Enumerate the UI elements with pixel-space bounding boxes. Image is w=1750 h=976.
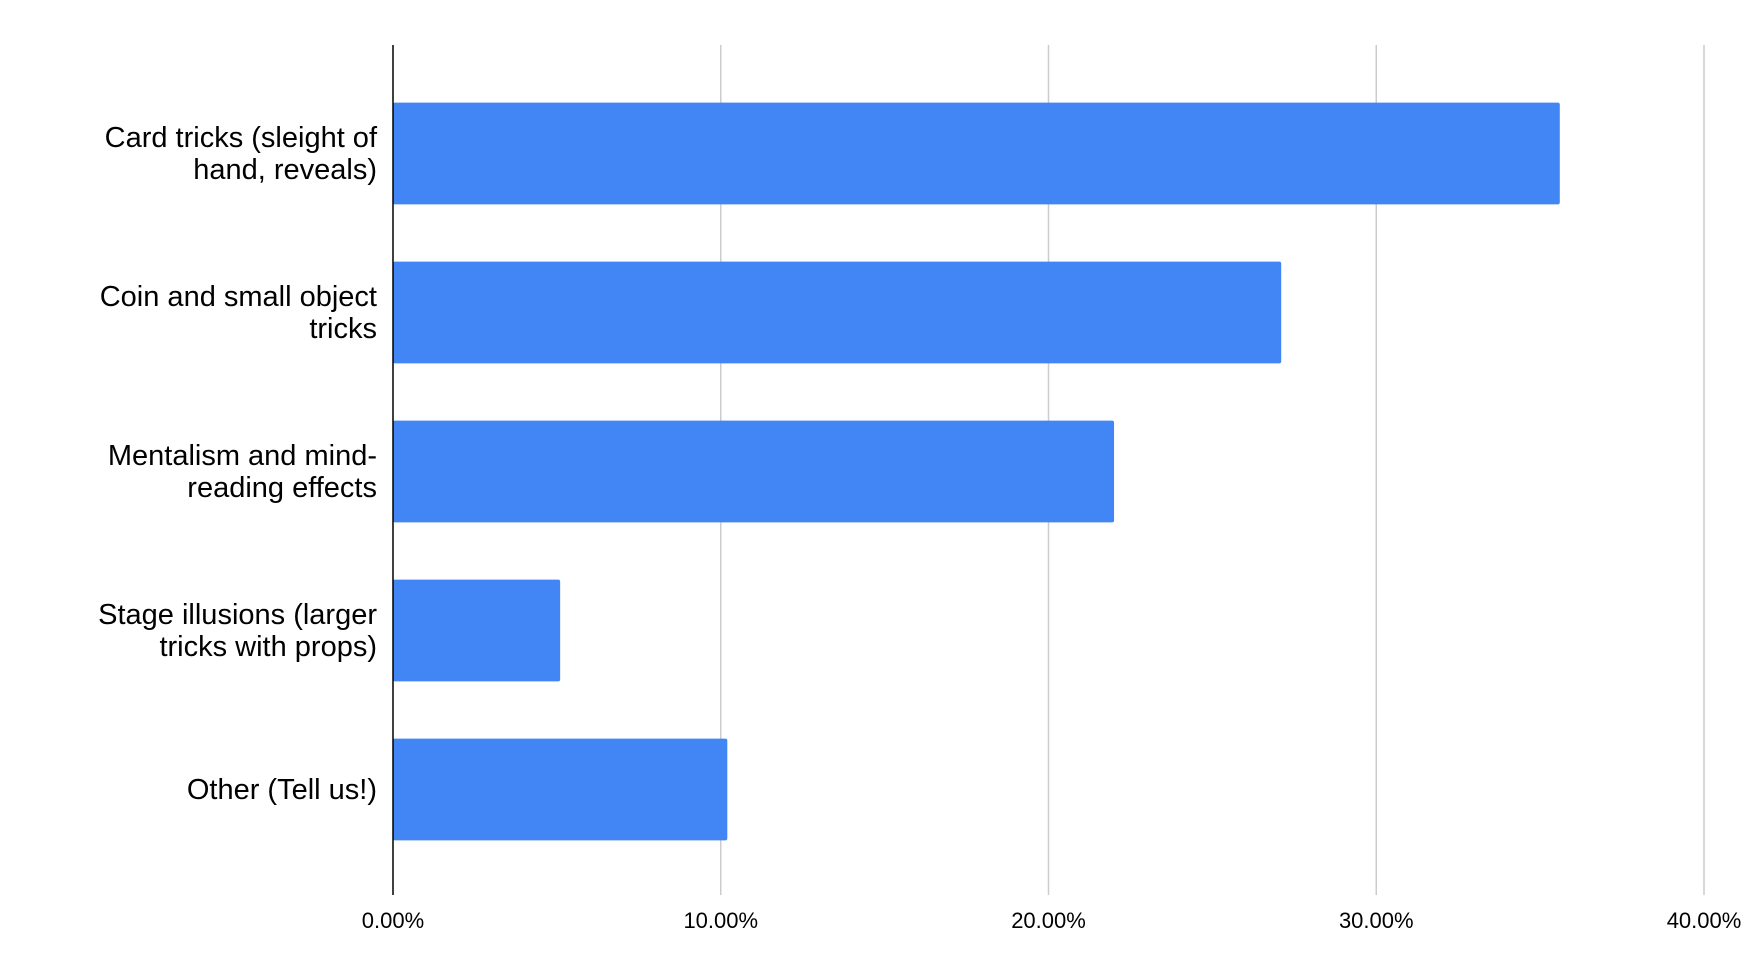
x-tick-label: 30.00% xyxy=(1339,908,1414,933)
y-tick-label: Card tricks (sleight of hand, reveals) xyxy=(104,121,377,186)
x-tick-label: 40.00% xyxy=(1667,908,1742,933)
bar xyxy=(393,261,1282,364)
x-tick-label: 10.00% xyxy=(683,908,758,933)
bar xyxy=(393,579,561,682)
bar xyxy=(393,420,1115,523)
x-tick-label: 0.00% xyxy=(362,908,424,933)
y-tick-label: Mentalism and mind-reading effects xyxy=(107,439,377,504)
y-tick-label: Coin and small object tricks xyxy=(99,280,377,345)
bar xyxy=(393,102,1560,205)
y-tick-label: Other (Tell us!) xyxy=(186,773,377,806)
bar xyxy=(393,738,728,841)
y-tick-label: Stage illusions (larger tricks with prop… xyxy=(98,598,377,663)
x-tick-label: 20.00% xyxy=(1011,908,1086,933)
